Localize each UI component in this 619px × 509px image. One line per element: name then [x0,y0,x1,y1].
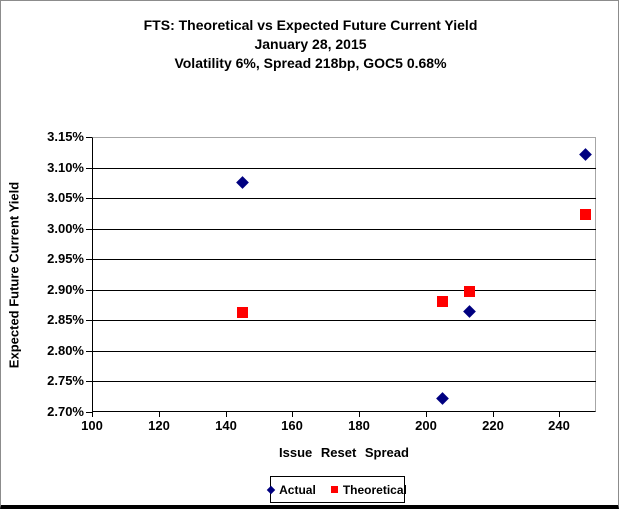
y-axis-tick [86,168,92,169]
y-axis-tick [86,259,92,260]
x-axis-tick-label: 240 [548,418,570,433]
gridline [92,381,596,382]
x-axis-tick-label: 200 [415,418,437,433]
x-axis-tick-label: 140 [215,418,237,433]
gridline [92,198,596,199]
y-axis-tick-label: 3.00% [47,221,84,236]
gridline [92,259,596,260]
x-axis-tick-label: 120 [148,418,170,433]
x-axis-tick-label: 180 [348,418,370,433]
gridline [92,168,596,169]
theoretical-data-point-marker [463,285,475,297]
x-axis-tick [559,412,560,417]
gridline [92,290,596,291]
x-axis-tick [159,412,160,417]
gridline [92,320,596,321]
x-axis-tick-label: 220 [482,418,504,433]
x-axis-tick [493,412,494,417]
gridline [92,351,596,352]
legend-diamond-marker-icon [266,485,276,494]
chart-subtitle-date: January 28, 2015 [254,36,367,52]
theoretical-data-point-marker [580,209,592,221]
chart-subtitle-params: Volatility 6%, Spread 218bp, GOC5 0.68% [174,55,447,71]
y-axis-tick [86,137,92,138]
y-axis-tick-label: 2.90% [47,282,84,297]
legend-square-marker-icon [330,486,338,493]
y-axis-tick [86,229,92,230]
x-axis-tick [426,412,427,417]
x-axis-tick-label: 100 [81,418,103,433]
x-axis-tick [92,412,93,417]
y-axis-tick [86,381,92,382]
legend: Actual Theoretical [266,476,407,503]
y-axis-tick-label: 2.85% [47,312,84,327]
plot-area [92,137,596,412]
x-axis-title: Issue Reset Spread [279,445,409,460]
chart-title-block: FTS: Theoretical vs Expected Future Curr… [1,16,618,73]
y-axis-tick [86,412,92,413]
gridline [92,229,596,230]
y-axis-tick-label: 2.75% [47,373,84,388]
legend-label-theoretical: Theoretical [342,482,407,497]
y-axis-tick-label: 3.10% [47,160,84,175]
y-axis-tick-label: 2.95% [47,251,84,266]
x-axis-tick [292,412,293,417]
y-axis-tick [86,198,92,199]
y-axis-tick-label: 2.80% [47,343,84,358]
x-axis-tick [359,412,360,417]
y-axis-tick-label: 2.70% [47,404,84,419]
x-axis-tick [226,412,227,417]
y-axis-tick [86,290,92,291]
y-axis-tick-label: 3.15% [47,129,84,144]
x-axis-tick-label: 160 [281,418,303,433]
theoretical-data-point-marker [436,295,448,307]
theoretical-data-point-marker [236,306,248,318]
legend-item-theoretical: Theoretical [330,482,407,497]
y-axis-tick [86,320,92,321]
y-axis-tick-label: 3.05% [47,190,84,205]
y-axis-tick [86,351,92,352]
legend-item-actual: Actual [266,482,316,497]
y-axis-title-text: Expected Future Current Yield [6,181,22,369]
legend-label-actual: Actual [279,482,316,497]
chart-title: FTS: Theoretical vs Expected Future Curr… [143,17,478,33]
